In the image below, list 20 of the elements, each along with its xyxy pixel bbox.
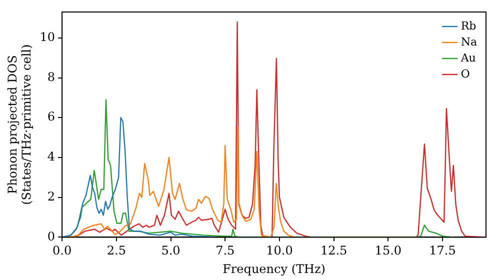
y-tick-label: 6 [47,110,56,124]
x-tick-label: 15.0 [374,244,402,258]
y-axis-title: Phonon projected DOS (States/THz·primitive cell) [5,44,34,205]
x-tick-label: 2.5 [106,244,126,258]
x-tick-label: 7.5 [216,244,235,258]
x-tick-label: 5.0 [161,244,180,258]
x-tick-label: 12.5 [320,244,348,258]
x-tick-label: 0.0 [52,244,72,258]
x-tick-label: 17.5 [429,244,456,258]
x-tick-label: 10.0 [266,244,293,258]
y-tick-label: 2 [47,189,56,204]
legend-label: Au [460,51,476,64]
legend-label: Na [460,35,478,48]
legend-label: O [460,67,470,80]
y-tick-label: 0 [47,229,56,244]
y-tick-label: 8 [47,70,56,84]
x-axis-title: Frequency (THz) [222,262,326,276]
y-tick-label: 4 [47,150,56,164]
y-tick-label: 10 [40,30,56,44]
legend-label: Rb [460,19,476,32]
